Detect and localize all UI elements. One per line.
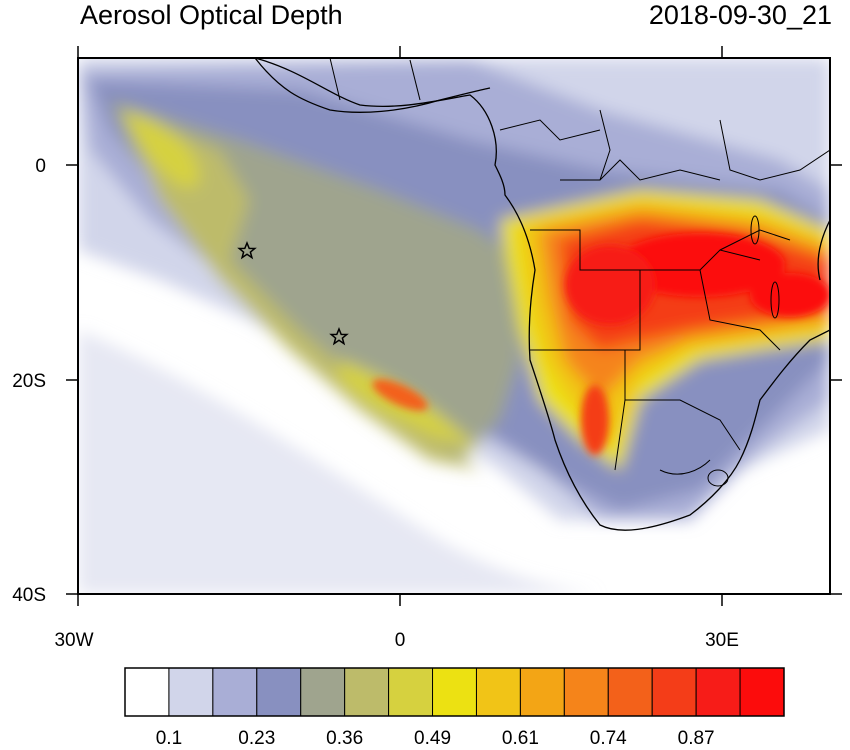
lat-label-40s: 40S: [12, 585, 46, 606]
colorbar-swatch: [475, 667, 521, 717]
aod-hotspot-zambia: [750, 273, 830, 317]
lakes: [707, 215, 780, 487]
star-icon: [237, 241, 257, 260]
colorbar-labels: 0.1 0.23 0.36 0.49 0.61 0.74 0.87: [156, 728, 715, 749]
map-title: Aerosol Optical Depth: [80, 0, 343, 30]
aod-level-010-south: [78, 330, 600, 594]
lake-1: [750, 215, 760, 245]
aod-hotspot-plume: [372, 379, 428, 411]
border-7: [599, 109, 611, 181]
colorbar-tick-label: 0.87: [678, 728, 715, 749]
station-marker-1: [237, 241, 257, 260]
border-1: [530, 229, 641, 351]
lake-2: [770, 281, 780, 319]
border-6: [560, 159, 721, 181]
colorbar-swatch: [124, 667, 170, 717]
border-4: [699, 269, 781, 351]
border-9: [329, 58, 341, 101]
colorbar-tick-label: 0.74: [590, 728, 627, 749]
border-5: [625, 399, 741, 451]
colorbar-swatch: [739, 667, 785, 717]
colorbar-frame: [124, 667, 785, 717]
lat-label-20s: 20S: [12, 371, 46, 392]
colorbar-tick-label: 0.49: [414, 728, 451, 749]
lon-label-30w: 30W: [54, 630, 93, 651]
border-11: [499, 119, 601, 141]
lesotho: [707, 469, 729, 487]
border-10: [409, 59, 421, 101]
lat-label-0: 0: [35, 156, 46, 177]
colorbar-swatch: [651, 667, 697, 717]
border-2: [530, 349, 626, 471]
madagascar-edge: [817, 219, 830, 281]
colorbar-swatch: [607, 667, 653, 717]
colorbar-tick-label: 0.36: [326, 728, 363, 749]
colorbar-swatch: [695, 667, 741, 717]
aod-hotspots: [372, 233, 830, 455]
colorbar-swatch: [300, 667, 346, 717]
colorbar-swatch: [168, 667, 214, 717]
map-timestamp: 2018-09-30_21: [649, 0, 832, 30]
border-8: [719, 119, 830, 181]
aod-hotspot-angola: [565, 245, 655, 325]
colorbar-swatch: [388, 667, 434, 717]
colorbar-swatch: [563, 667, 609, 717]
map-frame: [77, 57, 831, 595]
border-3: [640, 249, 761, 271]
station-marker-2: [329, 327, 349, 346]
colorbar-swatch: [256, 667, 302, 717]
star-icon: [329, 327, 349, 346]
lon-label-0: 0: [395, 630, 406, 651]
colorbar-swatch: [519, 667, 565, 717]
border-13: [659, 459, 711, 475]
lon-label-30e: 30E: [705, 630, 739, 651]
map-ticks: [66, 46, 842, 606]
aod-hotspot-congo: [615, 233, 785, 297]
colorbar-tick-label: 0.61: [502, 728, 539, 749]
border-12: [719, 229, 791, 251]
colorbar-swatch: [344, 667, 390, 717]
aod-hotspot-namibia: [581, 385, 609, 455]
africa-coastline: [254, 58, 830, 531]
colorbar-tick-label: 0.1: [156, 728, 182, 749]
colorbar-swatch: [432, 667, 477, 717]
africa-north-coast: [254, 58, 491, 113]
country-borders: [329, 58, 830, 475]
colorbar-tick-label: 0.23: [238, 728, 275, 749]
map-panel: [78, 58, 830, 594]
colorbar: [124, 667, 785, 717]
coastlines: [254, 58, 830, 531]
colorbar-swatch: [212, 667, 258, 717]
aod-level-042: [120, 110, 480, 470]
aod-level-049: [120, 110, 200, 189]
